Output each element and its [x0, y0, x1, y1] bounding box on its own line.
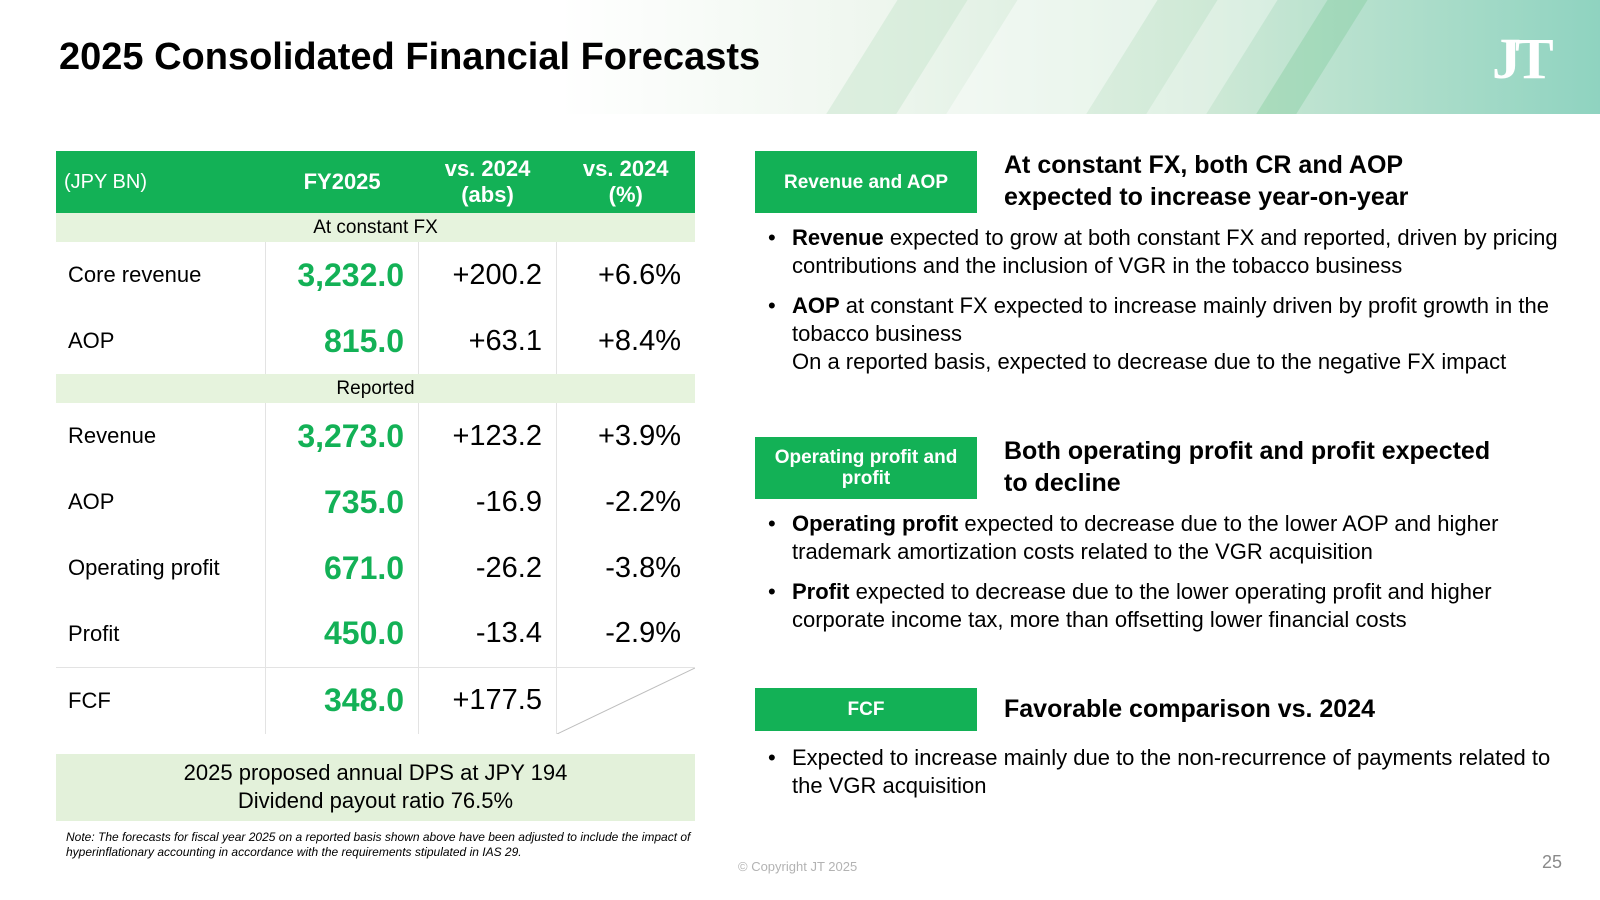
pct-change: -3.8% [605, 551, 681, 584]
header-fy2025: FY2025 [265, 151, 419, 213]
dps-line: 2025 proposed annual DPS at JPY 194 [183, 760, 568, 785]
pct-change: -2.9% [605, 617, 681, 650]
header-banner: 2025 Consolidated Financial Forecasts JT [0, 0, 1600, 114]
tag-fcf: FCF [755, 688, 977, 731]
table-row: Core revenue 3,232.0 +200.2 +6.6% [56, 242, 695, 308]
table-row: Revenue 3,273.0 +123.2 +3.9% [56, 403, 695, 469]
fy2025-value: 815.0 [265, 308, 420, 374]
pct-change: +3.9% [597, 419, 681, 452]
table-row: AOP 735.0 -16.9 -2.2% [56, 469, 695, 535]
row-label: Revenue [56, 403, 267, 469]
forecast-table: (JPY BN) FY2025 vs. 2024 (abs) vs. 2024 (%… [56, 151, 695, 734]
abs-change: -16.9 [418, 469, 557, 535]
pct-change: +6.6% [597, 258, 681, 291]
section-row-reported: Reported [56, 374, 695, 403]
bullet-list: • Operating profit expected to decrease d… [768, 510, 1568, 646]
pct-change-na-cell [556, 666, 695, 734]
fy2025-value: 671.0 [265, 535, 420, 601]
decor-stripe [930, 0, 1170, 114]
section-headline: Favorable comparison vs. 2024 [1004, 695, 1376, 723]
pct-change: -2.2% [605, 485, 681, 518]
row-label: FCF [56, 666, 267, 734]
pct-change: +8.4% [597, 324, 681, 357]
footnote: Note: The forecasts for fiscal year 2025… [66, 830, 691, 859]
decor-stripe [810, 0, 980, 114]
section-headline: At constant FX, both CR and AOP expected … [1004, 151, 1409, 211]
row-label: Profit [56, 601, 267, 667]
header-vs-abs: vs. 2024 (abs) [418, 151, 557, 213]
list-item: • AOP at constant FX expected to increase… [768, 293, 1549, 374]
tag-revenue-aop: Revenue and AOP [755, 151, 977, 213]
fy2025-value: 450.0 [265, 601, 420, 667]
list-item: • Profit expected to decrease due to the … [768, 579, 1492, 632]
header-unit: (JPY BN) [56, 151, 266, 213]
abs-change: +63.1 [418, 308, 557, 374]
row-label: AOP [56, 469, 267, 535]
list-item: • Expected to increase mainly due to the … [768, 745, 1551, 798]
table-row: AOP 815.0 +63.1 +8.4% [56, 308, 695, 374]
copyright: © Copyright JT 2025 [738, 859, 858, 874]
table-row: FCF 348.0 +177.5 [56, 666, 695, 734]
abs-change: +177.5 [418, 666, 557, 734]
abs-change: -26.2 [418, 535, 557, 601]
abs-change: +123.2 [418, 403, 557, 469]
table-row: Profit 450.0 -13.4 -2.9% [56, 601, 695, 667]
page-title: 2025 Consolidated Financial Forecasts [59, 36, 761, 78]
section-row-constant-fx: At constant FX [56, 213, 695, 242]
page-number: 25 [1542, 852, 1563, 872]
tag-operating-profit: Operating profit and profit [755, 437, 977, 499]
table-row: Operating profit 671.0 -26.2 -3.8% [56, 535, 695, 601]
table-header-row: (JPY BN) FY2025 vs. 2024 (abs) vs. 2024 (%… [56, 151, 695, 213]
row-label: Core revenue [56, 242, 267, 308]
section-headline: Both operating profit and profit expecte… [1004, 437, 1491, 497]
bullet-list: • Revenue expected to grow at both consta… [768, 224, 1568, 388]
diagonal-slash [556, 667, 695, 734]
abs-change: +200.2 [418, 242, 557, 308]
fy2025-value: 3,273.0 [265, 403, 420, 469]
fy2025-value: 735.0 [265, 469, 420, 535]
header-vs-pct: vs. 2024 (%) [556, 151, 695, 213]
list-item: • Revenue expected to grow at both consta… [768, 225, 1558, 278]
dps-box: 2025 proposed annual DPS at JPY 194 Divi… [56, 754, 695, 821]
row-label: Operating profit [56, 535, 267, 601]
jt-logo: JT [1492, 26, 1554, 91]
fy2025-value: 3,232.0 [265, 242, 420, 308]
fy2025-value: 348.0 [265, 666, 420, 734]
abs-change: -13.4 [418, 601, 557, 667]
row-label: AOP [56, 308, 267, 374]
bullet-list: • Expected to increase mainly due to the … [768, 744, 1568, 812]
payout-ratio-line: Dividend payout ratio 76.5% [237, 788, 514, 813]
list-item: • Operating profit expected to decrease d… [768, 511, 1499, 564]
